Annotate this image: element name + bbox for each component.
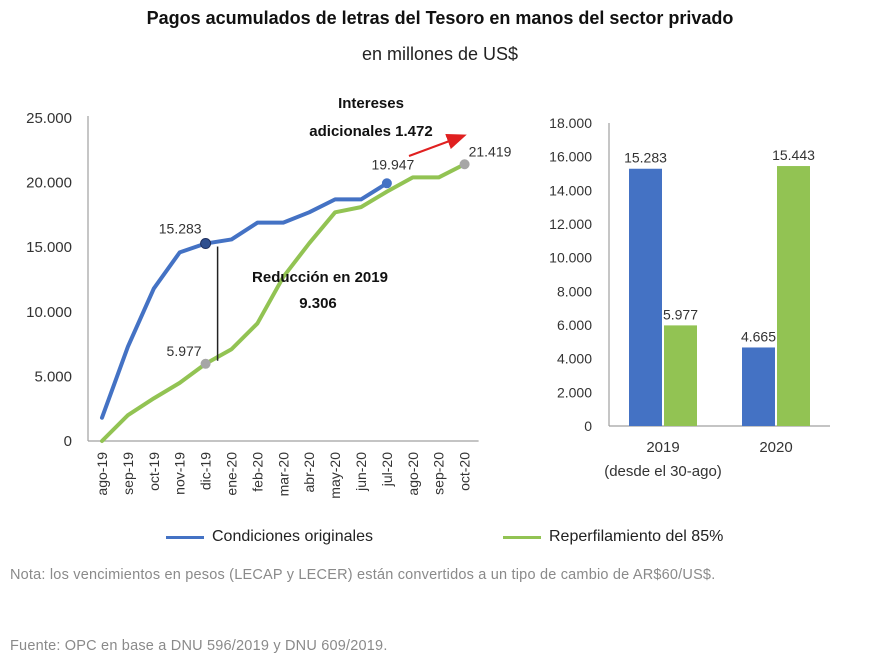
bar-chart: 0 2.000 4.000 6.000 8.000 10.000 12.000 14.000 1… bbox=[549, 115, 830, 480]
chart-title: Pagos acumulados de letras del Tesoro en… bbox=[146, 8, 734, 28]
marker-original-jul20 bbox=[381, 178, 392, 189]
bar-y-tick-label: 8.000 bbox=[557, 283, 592, 299]
y-tick-label: 15.000 bbox=[26, 239, 72, 256]
legend-swatch-green bbox=[503, 535, 541, 539]
x-tick-label: ene-20 bbox=[224, 452, 240, 496]
x-tick-label: may-20 bbox=[327, 452, 343, 499]
bar-y-tick-label: 12.000 bbox=[549, 216, 592, 232]
bar-y-tick-label: 6.000 bbox=[557, 317, 592, 333]
point-label: 15.283 bbox=[159, 221, 202, 237]
legend-label-reprofiling: Reperfilamiento del 85% bbox=[549, 528, 724, 545]
bar-y-tick-label: 16.000 bbox=[549, 149, 592, 165]
x-tick-label: mar-20 bbox=[275, 452, 291, 497]
bar-y-tick-label: 14.000 bbox=[549, 182, 592, 198]
y-tick-label: 25.000 bbox=[26, 110, 72, 127]
bar-value-label: 15.443 bbox=[772, 147, 815, 163]
marker-reprofiling-dic19 bbox=[200, 358, 211, 369]
legend-item-original: Condiciones originales bbox=[166, 528, 373, 546]
annotation-interest-value: adicionales 1.472 bbox=[309, 123, 432, 140]
annotation-reduction-value: 9.306 bbox=[299, 295, 337, 312]
chart-subtitle: en millones de US$ bbox=[361, 44, 519, 64]
bar-y-tick-label: 10.000 bbox=[549, 250, 592, 266]
series-line-original bbox=[100, 181, 389, 420]
bar-category-sublabel: (desde el 30-ago) bbox=[604, 463, 722, 480]
marker-reprofiling-oct20 bbox=[459, 159, 470, 170]
y-tick-label: 10.000 bbox=[26, 304, 72, 321]
line-chart: 0 5.000 10.000 15.000 20.000 25.000 ago-19 sep-… bbox=[26, 95, 512, 499]
y-tick-label: 20.000 bbox=[26, 175, 72, 192]
bar-value-label: 4.665 bbox=[741, 328, 776, 344]
point-label: 21.419 bbox=[469, 143, 512, 159]
x-tick-label: ago-19 bbox=[94, 452, 110, 496]
marker-original-dic19 bbox=[200, 238, 212, 250]
point-label: 5.977 bbox=[167, 343, 202, 359]
bar-reprofiling bbox=[777, 166, 810, 426]
bar-category-label: 2019 bbox=[646, 439, 679, 456]
annotation-reduction-title: Reducción en 2019 bbox=[252, 269, 388, 286]
x-tick-label: jun-20 bbox=[353, 452, 369, 492]
annotation-interest-title: Intereses bbox=[338, 95, 404, 112]
bar-category-label: 2020 bbox=[759, 439, 792, 456]
x-tick-label: sep-19 bbox=[120, 452, 136, 495]
x-tick-label: nov-19 bbox=[172, 452, 188, 495]
interest-arrow bbox=[408, 134, 467, 157]
legend-label-original: Condiciones originales bbox=[212, 528, 373, 545]
point-label: 19.947 bbox=[371, 156, 414, 172]
bar-y-tick-label: 18.000 bbox=[549, 115, 592, 131]
source-text: Fuente: OPC en base a DNU 596/2019 y DNU… bbox=[10, 638, 388, 654]
x-tick-label: oct-19 bbox=[146, 452, 162, 491]
x-tick-label: abr-20 bbox=[301, 452, 317, 493]
bar-original bbox=[629, 168, 662, 427]
bar-value-label: 15.283 bbox=[624, 150, 667, 166]
x-tick-label: oct-20 bbox=[457, 452, 473, 491]
bar-reprofiling bbox=[664, 325, 697, 426]
legend-item-reprofiling: Reperfilamiento del 85% bbox=[503, 528, 723, 546]
x-tick-label: feb-20 bbox=[249, 452, 265, 492]
x-tick-label: ago-20 bbox=[405, 452, 421, 496]
bar-y-tick-label: 0 bbox=[584, 418, 592, 434]
bar-y-tick-label: 4.000 bbox=[557, 351, 592, 367]
series-line-reprofiling bbox=[100, 162, 467, 443]
y-tick-label: 5.000 bbox=[34, 368, 72, 385]
legend-swatch-blue bbox=[166, 535, 204, 539]
x-tick-label: dic-19 bbox=[198, 452, 214, 490]
x-tick-label: sep-20 bbox=[431, 452, 447, 495]
y-tick-label: 0 bbox=[64, 433, 72, 450]
footnote: Nota: los vencimientos en pesos (LECAP y… bbox=[10, 567, 716, 583]
bar-original bbox=[742, 347, 775, 426]
x-tick-label: jul-20 bbox=[379, 452, 395, 487]
bar-y-tick-label: 2.000 bbox=[557, 384, 592, 400]
bar-value-label: 5.977 bbox=[663, 306, 698, 322]
